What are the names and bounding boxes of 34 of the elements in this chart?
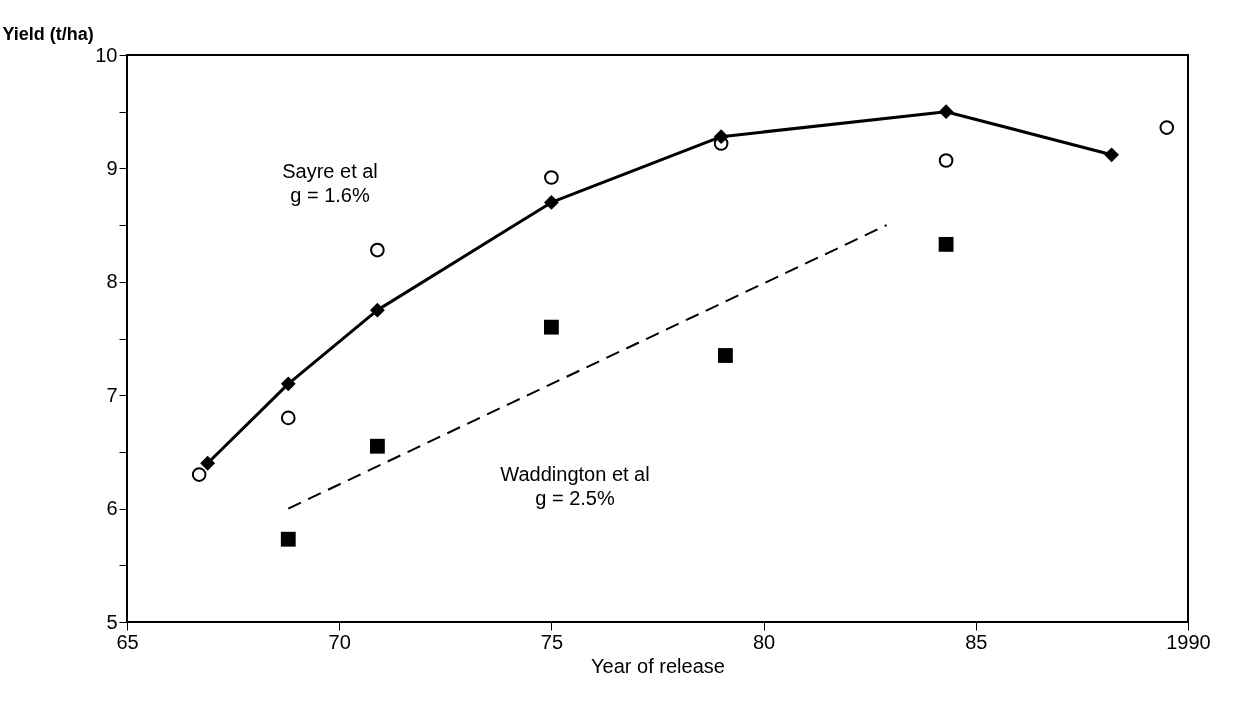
annotation: Sayre et al g = 1.6% (282, 160, 378, 206)
x-tick-label: 1990 (1166, 630, 1211, 653)
point (369, 302, 385, 318)
x-tick-label: 80 (752, 630, 776, 653)
annotation: Waddington et al g = 2.5% (500, 463, 650, 509)
point (1159, 120, 1175, 135)
point (370, 242, 385, 258)
x-tick-label: 65 (116, 630, 139, 653)
point (280, 531, 296, 547)
point (1104, 147, 1120, 163)
y-tick-label: 5 (106, 610, 118, 633)
point (191, 467, 207, 482)
point (200, 455, 216, 471)
x-axis-title: Year of release (591, 654, 725, 677)
point (280, 410, 296, 426)
point (938, 236, 954, 252)
y-tick-label: 9 (106, 156, 118, 179)
y-tick-label: 7 (106, 383, 118, 406)
x-tick-label: 85 (965, 630, 988, 653)
point (280, 376, 296, 392)
point (543, 319, 559, 335)
y-tick-label: 10 (95, 43, 118, 66)
point (938, 153, 954, 168)
x-tick-label: 75 (540, 630, 564, 653)
point (543, 195, 559, 210)
y-tick-label: 8 (106, 270, 118, 293)
point (938, 104, 954, 120)
y-axis-title: Yield (t/ha) (2, 23, 94, 44)
point (544, 170, 559, 185)
point (713, 136, 729, 151)
x-tick-label: 70 (328, 630, 351, 653)
y-tick-label: 6 (106, 497, 118, 520)
point (717, 348, 733, 363)
point (369, 438, 385, 454)
